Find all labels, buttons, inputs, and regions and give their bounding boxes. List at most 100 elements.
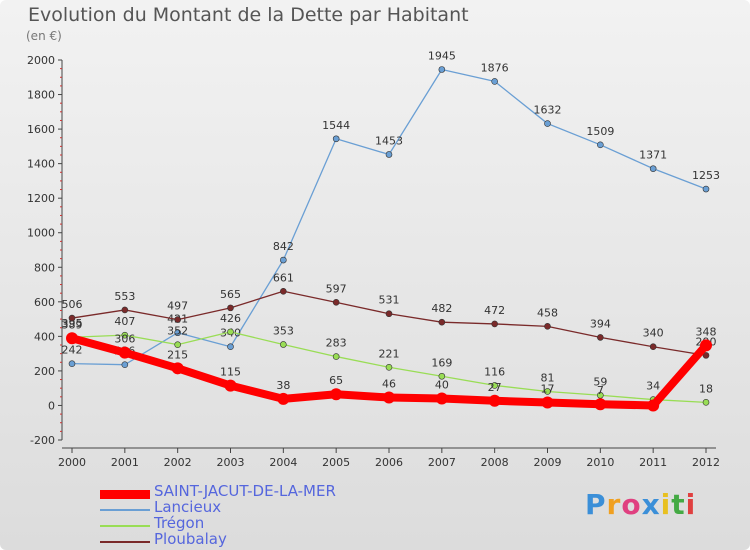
logo-letter: i bbox=[660, 488, 672, 521]
data-label-saint-jacut-de-la-mer: 7 bbox=[597, 384, 604, 397]
data-point-lancieux bbox=[702, 185, 710, 193]
data-label-tr-gon: 395 bbox=[62, 317, 83, 330]
legend-label-saint-jacut: SAINT-JACUT-DE-LA-MER bbox=[154, 482, 336, 500]
legend-swatch-ploubalay bbox=[100, 541, 150, 543]
data-point-saint-jacut-de-la-mer bbox=[66, 332, 78, 345]
y-tick-label: 2000 bbox=[27, 54, 55, 67]
data-point-ploubalay bbox=[544, 323, 551, 330]
data-point-lancieux bbox=[649, 165, 657, 172]
data-point-ploubalay bbox=[174, 316, 181, 323]
data-point-lancieux bbox=[68, 360, 76, 367]
data-point-ploubalay bbox=[385, 310, 393, 318]
proxiti-logo: Proxiti bbox=[585, 488, 696, 521]
data-label-lancieux: 842 bbox=[273, 240, 294, 253]
data-label-tr-gon: 283 bbox=[326, 337, 347, 350]
x-tick-label: 2000 bbox=[58, 456, 86, 469]
data-label-ploubalay: 340 bbox=[643, 327, 664, 340]
data-point-ploubalay bbox=[121, 306, 129, 314]
y-tick-label: 1600 bbox=[27, 123, 55, 136]
data-label-saint-jacut-de-la-mer: 40 bbox=[435, 379, 449, 392]
data-point-tr-gon bbox=[174, 341, 181, 348]
data-label-saint-jacut-de-la-mer: 46 bbox=[382, 378, 396, 391]
data-label-tr-gon: 407 bbox=[114, 315, 135, 328]
data-point-saint-jacut-de-la-mer bbox=[118, 346, 131, 359]
data-point-ploubalay bbox=[491, 320, 498, 328]
data-point-ploubalay bbox=[68, 314, 76, 322]
x-tick-label: 2009 bbox=[534, 456, 562, 469]
data-label-lancieux: 1544 bbox=[322, 119, 350, 132]
data-label-tr-gon: 59 bbox=[593, 375, 607, 388]
data-point-lancieux bbox=[121, 361, 129, 368]
x-tick-label: 2010 bbox=[586, 456, 614, 469]
data-point-lancieux bbox=[597, 141, 604, 149]
y-tick-label: 1000 bbox=[27, 227, 55, 240]
data-point-tr-gon bbox=[544, 388, 551, 395]
data-label-ploubalay: 661 bbox=[273, 271, 294, 284]
data-label-saint-jacut-de-la-mer: 215 bbox=[167, 348, 188, 361]
data-point-tr-gon bbox=[385, 363, 393, 371]
data-point-lancieux bbox=[227, 343, 234, 351]
logo-letter: P bbox=[585, 488, 607, 521]
data-label-saint-jacut-de-la-mer: 17 bbox=[541, 383, 555, 396]
legend-swatch-saint-jacut bbox=[100, 490, 150, 499]
data-point-tr-gon bbox=[702, 399, 710, 406]
data-label-lancieux: 242 bbox=[62, 344, 83, 357]
x-tick-label: 2007 bbox=[428, 456, 456, 469]
data-label-ploubalay: 394 bbox=[590, 317, 611, 330]
data-label-saint-jacut-de-la-mer: 27 bbox=[488, 381, 502, 394]
data-label-tr-gon: 34 bbox=[646, 380, 660, 393]
data-label-tr-gon: 353 bbox=[273, 324, 294, 337]
data-label-saint-jacut-de-la-mer: 348 bbox=[696, 325, 717, 338]
data-label-tr-gon: 426 bbox=[220, 312, 241, 325]
data-label-ploubalay: 553 bbox=[114, 290, 135, 303]
data-label-lancieux: 1632 bbox=[534, 104, 562, 117]
legend-label-lancieux: Lancieux bbox=[154, 498, 222, 516]
data-point-ploubalay bbox=[702, 352, 710, 359]
data-label-tr-gon: 352 bbox=[167, 325, 188, 338]
data-point-lancieux bbox=[280, 256, 287, 264]
data-label-lancieux: 1371 bbox=[639, 149, 667, 162]
legend-swatch-tregon bbox=[100, 525, 150, 527]
x-tick-label: 2011 bbox=[639, 456, 667, 469]
data-point-lancieux bbox=[174, 329, 181, 337]
data-label-saint-jacut-de-la-mer: 115 bbox=[220, 366, 241, 379]
data-point-ploubalay bbox=[438, 318, 446, 326]
data-point-ploubalay bbox=[227, 304, 234, 312]
data-point-saint-jacut-de-la-mer bbox=[541, 396, 554, 409]
x-tick-label: 2003 bbox=[217, 456, 245, 469]
data-label-ploubalay: 458 bbox=[537, 306, 558, 319]
logo-letter: t bbox=[671, 488, 686, 521]
data-label-lancieux: 1509 bbox=[586, 125, 614, 138]
data-point-tr-gon bbox=[438, 372, 446, 380]
data-point-tr-gon bbox=[491, 382, 498, 389]
data-label-ploubalay: 597 bbox=[326, 282, 347, 295]
data-point-ploubalay bbox=[332, 299, 340, 306]
data-label-lancieux: 1945 bbox=[428, 50, 456, 63]
data-point-tr-gon bbox=[280, 341, 287, 348]
data-point-lancieux bbox=[491, 78, 498, 85]
data-label-tr-gon: 169 bbox=[431, 356, 452, 369]
data-label-tr-gon: 18 bbox=[699, 382, 713, 395]
logo-letter: i bbox=[685, 488, 697, 521]
logo-letter: o bbox=[621, 488, 642, 521]
data-point-lancieux bbox=[438, 66, 446, 73]
data-point-tr-gon bbox=[121, 331, 129, 339]
data-point-lancieux bbox=[385, 151, 393, 158]
y-tick-label: 1200 bbox=[27, 192, 55, 205]
x-tick-label: 2006 bbox=[375, 456, 403, 469]
data-point-saint-jacut-de-la-mer bbox=[383, 391, 395, 404]
data-point-saint-jacut-de-la-mer bbox=[277, 392, 290, 405]
data-point-saint-jacut-de-la-mer bbox=[330, 388, 343, 401]
data-point-saint-jacut-de-la-mer bbox=[488, 394, 501, 407]
chart-title: Evolution du Montant de la Dette par Hab… bbox=[28, 4, 469, 26]
y-tick-label: 600 bbox=[34, 296, 55, 309]
data-label-lancieux: 1453 bbox=[375, 134, 403, 147]
data-label-saint-jacut-de-la-mer: 38 bbox=[276, 379, 290, 392]
logo-letter: x bbox=[641, 488, 661, 521]
y-tick-label: 200 bbox=[34, 365, 55, 378]
data-point-ploubalay bbox=[597, 334, 604, 341]
data-label-saint-jacut-de-la-mer: 306 bbox=[114, 333, 135, 346]
x-tick-label: 2004 bbox=[269, 456, 297, 469]
